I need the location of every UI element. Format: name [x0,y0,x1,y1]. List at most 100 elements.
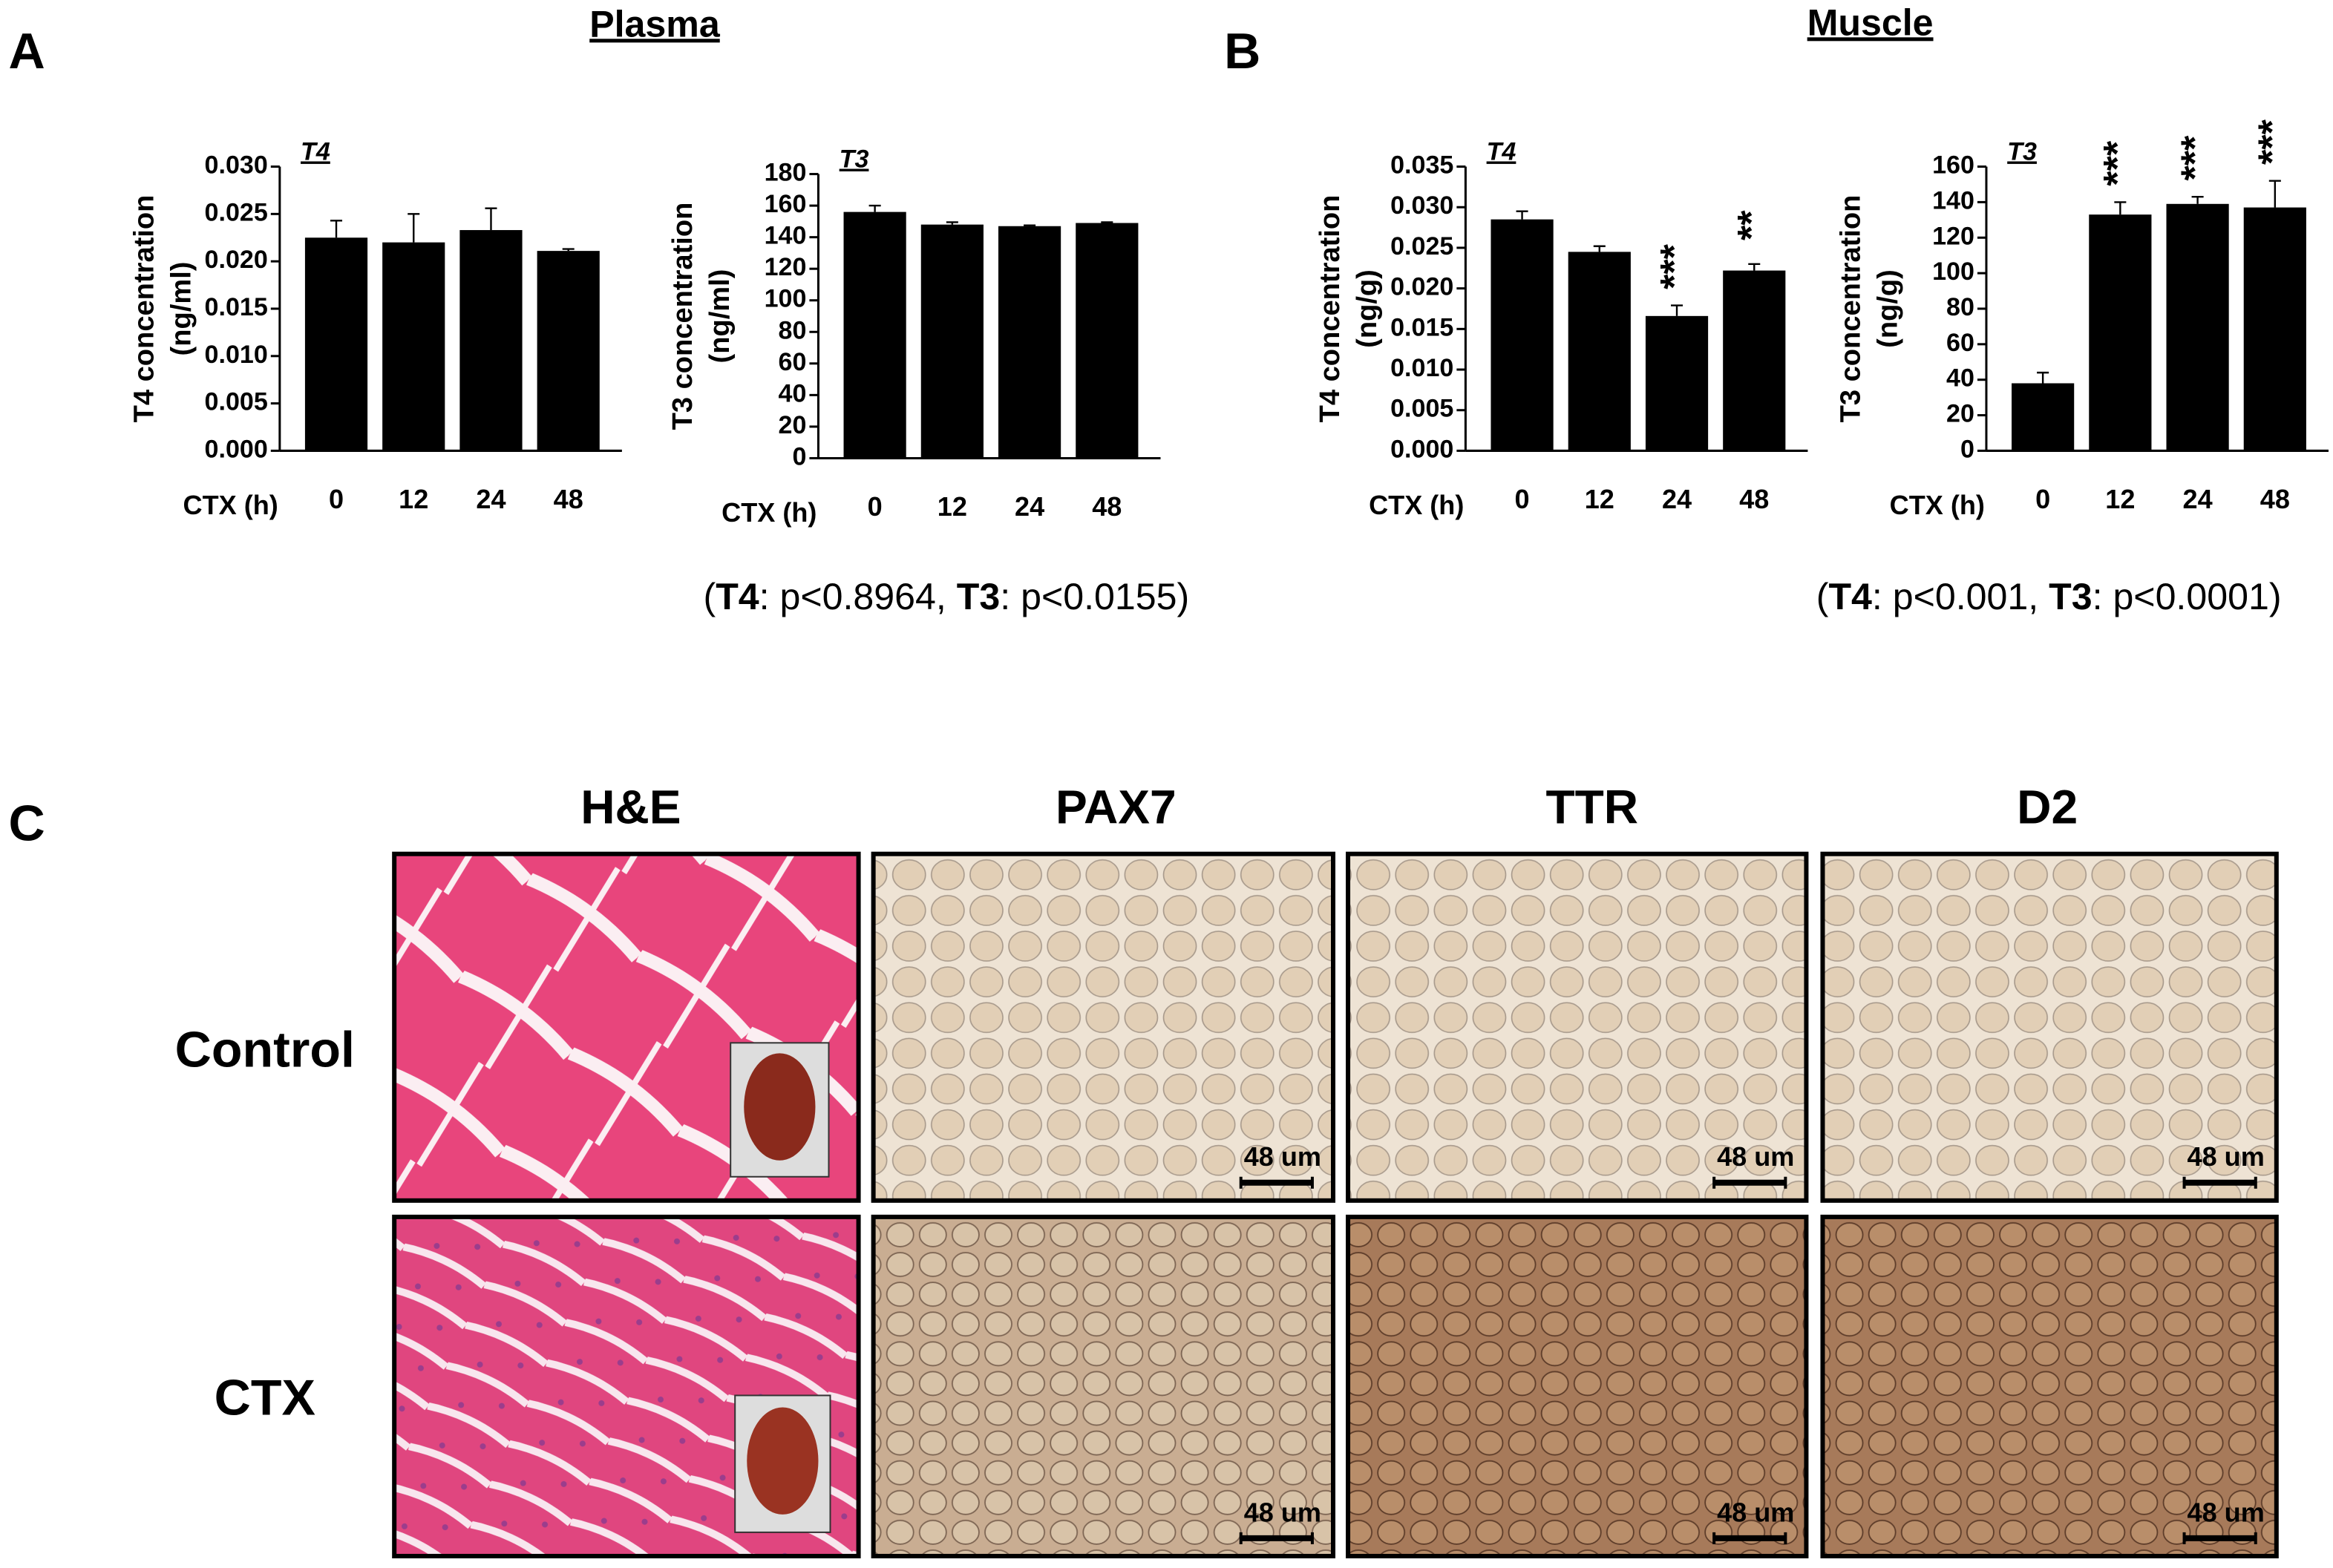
scale-bar-label: 48 um [1244,1141,1321,1172]
note-part: T4 [1828,576,1872,617]
note-part: T3 [2049,576,2092,617]
bar [1723,270,1786,451]
scale-bar-label: 48 um [1717,1497,1794,1527]
y-tick-label: 0.025 [1390,232,1453,260]
scale-bar-label: 48 um [2188,1497,2265,1527]
bar [1491,219,1554,451]
y-tick-label: 100 [1932,257,1974,286]
y-tick-label: 120 [1932,222,1974,250]
bar [382,242,445,451]
y-tick-label: 140 [1932,186,1974,214]
y-axis-label: (ng/g) [1352,269,1383,348]
note-part: : p<0.0155) [1000,576,1189,617]
y-axis-label: T3 concentration [667,203,698,430]
column-title: PAX7 [1056,781,1177,834]
x-axis-label: CTX (h) [183,490,278,520]
y-tick-label: 140 [765,222,807,250]
y-tick-label: 0.010 [1390,354,1453,382]
y-tick-label: 180 [765,159,807,187]
x-tick-label: 48 [554,484,583,514]
micrograph [1820,851,2279,1203]
x-tick-label: 0 [1515,484,1530,514]
micrograph [1820,1214,2279,1558]
section-title: Muscle [1807,1,1934,43]
bar [537,251,600,451]
x-tick-label: 48 [1092,491,1122,522]
micrograph [871,1214,1336,1558]
x-axis-label: CTX (h) [722,497,817,528]
bar [459,230,523,451]
inset-muscle [744,1053,816,1161]
column-title: D2 [2017,781,2078,834]
y-tick-label: 120 [765,253,807,281]
x-tick-label: 24 [1662,484,1692,514]
x-tick-label: 12 [399,484,428,514]
section-title: Plasma [589,3,721,45]
chart-tag: T4 [1487,137,1516,165]
x-tick-label: 24 [2183,484,2213,514]
chart-tag: T4 [301,137,330,165]
p-value-note: (T4: p<0.001, T3: p<0.0001) [1816,576,2282,617]
y-axis-label: (ng/ml) [704,269,736,364]
chart-tag: T3 [840,145,869,174]
note-part: : p<0.001, [1872,576,2049,617]
bar [843,211,906,459]
x-tick-label: 0 [868,491,883,522]
y-axis-label: (ng/ml) [166,262,197,356]
bar [1645,315,1709,451]
note-part: : p<0.0001) [2092,576,2282,617]
significance-marker: *** [2251,119,2294,165]
bar [2012,383,2075,451]
x-axis-label: CTX (h) [1890,490,1985,520]
bar [2243,207,2306,451]
y-tick-label: 0.005 [205,388,268,416]
bar [2089,214,2152,451]
scale-bar-label: 48 um [1244,1497,1321,1527]
bar [998,226,1061,459]
note-part: T3 [957,576,1000,617]
x-tick-label: 12 [938,491,967,522]
y-tick-label: 20 [1946,400,1974,428]
micrograph [871,851,1336,1203]
y-axis-label: (ng/g) [1873,269,1904,348]
scale-bar-label: 48 um [1717,1141,1794,1172]
y-tick-label: 0.030 [1390,191,1453,220]
bar [1076,223,1139,459]
x-tick-label: 12 [1585,484,1614,514]
significance-marker: ** [1730,210,1773,240]
column-title: H&E [580,781,681,834]
panel-label: A [8,23,45,79]
y-tick-label: 40 [779,379,807,407]
micrograph [1346,1214,1809,1558]
p-value-note: (T4: p<0.8964, T3: p<0.0155) [704,576,1190,617]
x-tick-label: 24 [1015,491,1044,522]
y-tick-label: 0.005 [1390,395,1453,423]
column-title: TTR [1545,781,1638,834]
y-tick-label: 40 [1946,364,1974,393]
note-part: : p<0.8964, [759,576,957,617]
y-tick-label: 0 [792,442,806,470]
y-tick-label: 160 [765,190,807,218]
y-axis-label: T4 concentration [1315,195,1346,423]
y-tick-label: 80 [779,316,807,344]
x-tick-label: 0 [2035,484,2050,514]
row-label: Control [175,1021,355,1077]
x-axis-label: CTX (h) [1369,490,1464,520]
x-tick-label: 0 [329,484,344,514]
row-label: CTX [215,1369,315,1426]
inset-muscle [747,1407,819,1515]
micrograph [1346,851,1809,1203]
panel-label: C [8,796,45,852]
y-tick-label: 0.010 [205,341,268,369]
y-tick-label: 0.025 [205,198,268,226]
y-tick-label: 0 [1960,435,1974,463]
y-tick-label: 0.000 [205,435,268,463]
y-tick-label: 0.035 [1390,151,1453,180]
y-tick-label: 0.015 [205,293,268,321]
x-tick-label: 48 [2260,484,2290,514]
y-axis-label: T3 concentration [1836,195,1867,423]
bar [2166,203,2229,451]
significance-marker: *** [2096,140,2139,186]
bar [304,237,368,451]
